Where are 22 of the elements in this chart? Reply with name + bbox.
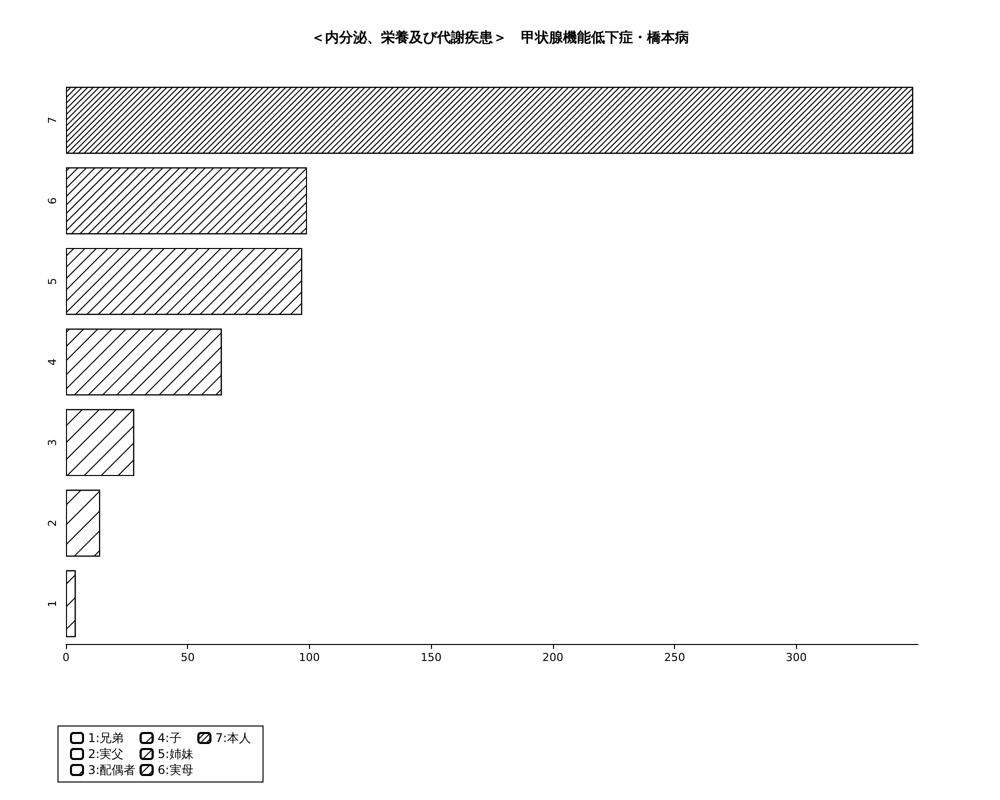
x-tick-label: 200 bbox=[542, 651, 564, 664]
legend-label: 7:本人 bbox=[215, 731, 252, 745]
legend-label: 1:兄弟 bbox=[88, 731, 124, 745]
legend-label: 3:配偶者 bbox=[88, 763, 136, 777]
x-tick-label: 100 bbox=[298, 651, 320, 664]
x-tick-label: 150 bbox=[420, 651, 442, 664]
legend-label: 6:実母 bbox=[158, 763, 194, 777]
y-tick-label: 7 bbox=[46, 116, 59, 124]
x-tick-label: 300 bbox=[786, 651, 807, 664]
chart-title: ＜内分泌、栄養及び代謝疾患＞ 甲状腺機能低下症・橋本病 bbox=[311, 29, 689, 46]
x-tick-label: 250 bbox=[664, 651, 686, 664]
y-tick-label: 4 bbox=[46, 358, 59, 366]
x-tick-label: 50 bbox=[180, 651, 195, 664]
y-tick-label: 5 bbox=[46, 278, 59, 285]
y-tick-label: 1 bbox=[46, 600, 59, 608]
y-tick-label: 2 bbox=[46, 520, 59, 527]
legend-label: 4:子 bbox=[158, 731, 182, 745]
x-tick-label: 0 bbox=[62, 651, 70, 664]
legend-label: 5:姉妹 bbox=[158, 747, 194, 761]
y-tick-label: 6 bbox=[46, 197, 59, 204]
y-tick-label: 3 bbox=[46, 439, 59, 446]
legend-label: 2:実父 bbox=[88, 747, 124, 761]
